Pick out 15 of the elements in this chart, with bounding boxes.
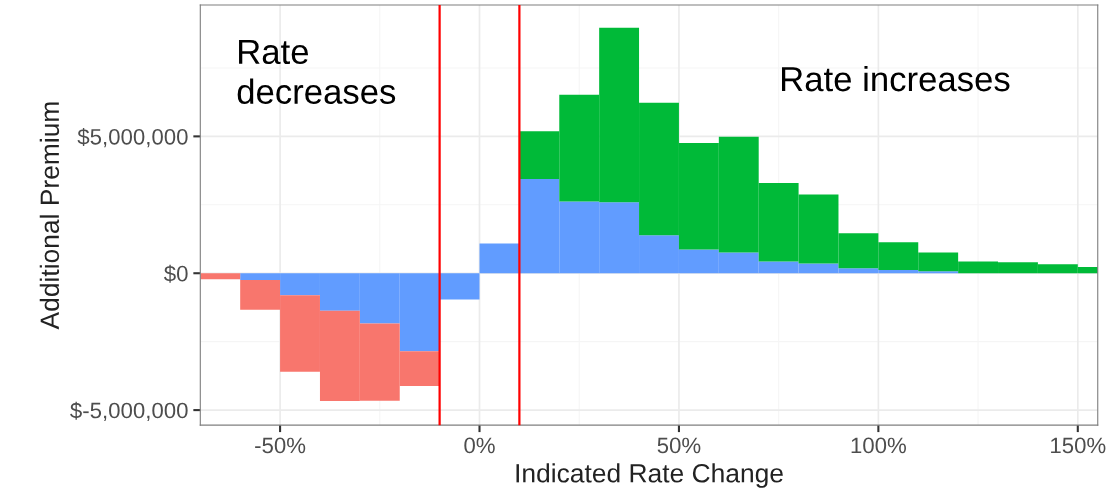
y-tick-label: $-5,000,000: [70, 401, 188, 421]
x-tick-label: 150%: [1051, 437, 1106, 454]
y-axis-title: Additional Premium: [39, 102, 60, 330]
x-tick-label: 100%: [851, 437, 906, 454]
bar: [200, 273, 241, 280]
x-tick-label: -50%: [255, 437, 306, 454]
annotation: Rate increases: [782, 65, 1010, 92]
x-axis-title: Indicated Rate Change: [516, 463, 783, 488]
x-tick-label: 0%: [464, 437, 495, 454]
y-tick-label: $0: [164, 264, 188, 283]
x-tick-label: 50%: [657, 437, 701, 454]
y-tick-label: $5,000,000: [77, 127, 188, 148]
annotation: Rate decreases: [237, 39, 396, 105]
bar: [479, 243, 520, 274]
bar: [439, 273, 480, 300]
